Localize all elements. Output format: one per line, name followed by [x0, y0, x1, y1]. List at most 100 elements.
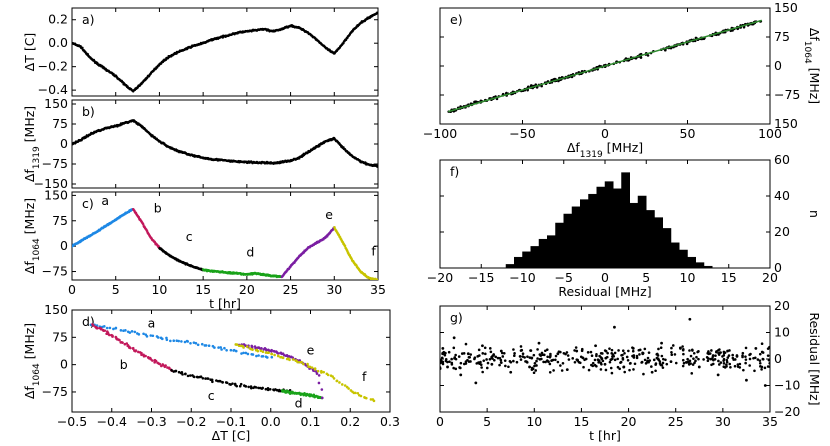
data-point [582, 365, 585, 369]
segment-a-point [204, 344, 208, 347]
x-tick-label: 5 [483, 414, 491, 429]
data-point [733, 358, 737, 361]
segment-b-point [118, 338, 121, 342]
y-tick-label: 0.2 [48, 12, 68, 27]
segment-b-point [151, 359, 154, 362]
data-point [654, 363, 657, 366]
segment-a-point [137, 333, 141, 336]
data-point [661, 361, 665, 365]
data-point [520, 348, 524, 352]
x-tick-label: 30 [715, 414, 731, 429]
data-point [652, 358, 656, 362]
segment-label-b: b [120, 357, 128, 372]
data-point [681, 348, 685, 352]
segment-f-point [347, 387, 350, 390]
segment-a-point [196, 343, 200, 347]
histogram-bar [588, 193, 597, 268]
panel-label: d) [82, 314, 95, 329]
data-point [489, 350, 493, 354]
segment-a-point [217, 346, 220, 349]
plot-area [505, 172, 713, 268]
segment-a-point [213, 346, 216, 349]
data-point [610, 358, 613, 361]
data-point [706, 351, 710, 355]
data-point [632, 368, 635, 371]
segment-b-point [121, 341, 124, 344]
data-point [600, 357, 604, 361]
panel-label: c) [82, 196, 94, 211]
data-point [587, 368, 591, 372]
segment-c-point [192, 375, 196, 379]
segment-label-c: c [208, 388, 215, 403]
data-point [448, 360, 451, 363]
data-point [603, 362, 607, 366]
y-tick-label: 0 [60, 238, 68, 253]
histogram-bar [687, 256, 696, 268]
y-tick-label: −20 [774, 404, 800, 419]
data-point [452, 336, 456, 340]
data-point [560, 369, 564, 372]
segment-f-point [256, 349, 260, 353]
segment-label-c: c [186, 229, 193, 244]
y-tick-label: 75 [52, 116, 68, 131]
segment-c-point [244, 385, 248, 388]
segment-a-point [151, 334, 155, 338]
segment-c-point [266, 388, 270, 392]
segment-f-point [356, 391, 360, 395]
data-point [763, 366, 767, 370]
histogram-bar [514, 256, 523, 268]
y-tick-label: 40 [774, 188, 790, 203]
segment-f-point [333, 226, 336, 229]
segment-b-point [103, 329, 107, 332]
data-point [604, 368, 608, 372]
segment-a-point [220, 348, 223, 351]
segment-b-point [108, 333, 111, 337]
x-axis-label: t [hr] [209, 296, 241, 311]
y-tick-label: 0 [60, 357, 68, 372]
data-point [538, 353, 542, 356]
segment-a-point [105, 326, 109, 330]
data-point [464, 360, 468, 363]
x-tick-label: 15 [573, 414, 589, 429]
data-point [728, 362, 732, 366]
data-point [524, 360, 527, 363]
panel-label: b) [82, 104, 95, 119]
segment-c-point [239, 382, 243, 386]
data-point [513, 354, 516, 357]
data-point [738, 366, 742, 369]
x-tick-label: 0 [68, 282, 76, 297]
data-point [767, 358, 770, 362]
segment-a-point [119, 329, 123, 332]
data-point [454, 353, 457, 357]
data-point [735, 354, 739, 357]
data-point [591, 364, 595, 368]
data-point [468, 356, 471, 359]
data-point [541, 353, 544, 357]
segment-f-point [354, 391, 357, 395]
segment-f-point [343, 384, 347, 387]
histogram-bar [695, 262, 705, 268]
segment-c-point [225, 381, 229, 385]
data-point [580, 347, 584, 351]
segment-c-point [268, 387, 272, 391]
y-tick-label: −150 [34, 176, 68, 191]
segment-a-point [102, 325, 106, 328]
fit-line [448, 19, 762, 113]
data-point [664, 48, 667, 52]
x-tick-label: 25 [668, 414, 684, 429]
segment-c-point [177, 370, 181, 374]
data-point [616, 357, 619, 361]
y-tick-label: 20 [774, 298, 790, 313]
data-point [623, 370, 627, 374]
x-tick-label: 30 [326, 282, 342, 297]
data-point [619, 361, 622, 364]
segment-c-point [204, 377, 207, 380]
segment-f-point [340, 383, 344, 386]
data-point [499, 358, 503, 362]
data-point [544, 349, 547, 353]
data-point [571, 357, 575, 360]
segment-a-point [219, 346, 223, 349]
data-point [469, 353, 473, 356]
data-point [521, 352, 525, 356]
